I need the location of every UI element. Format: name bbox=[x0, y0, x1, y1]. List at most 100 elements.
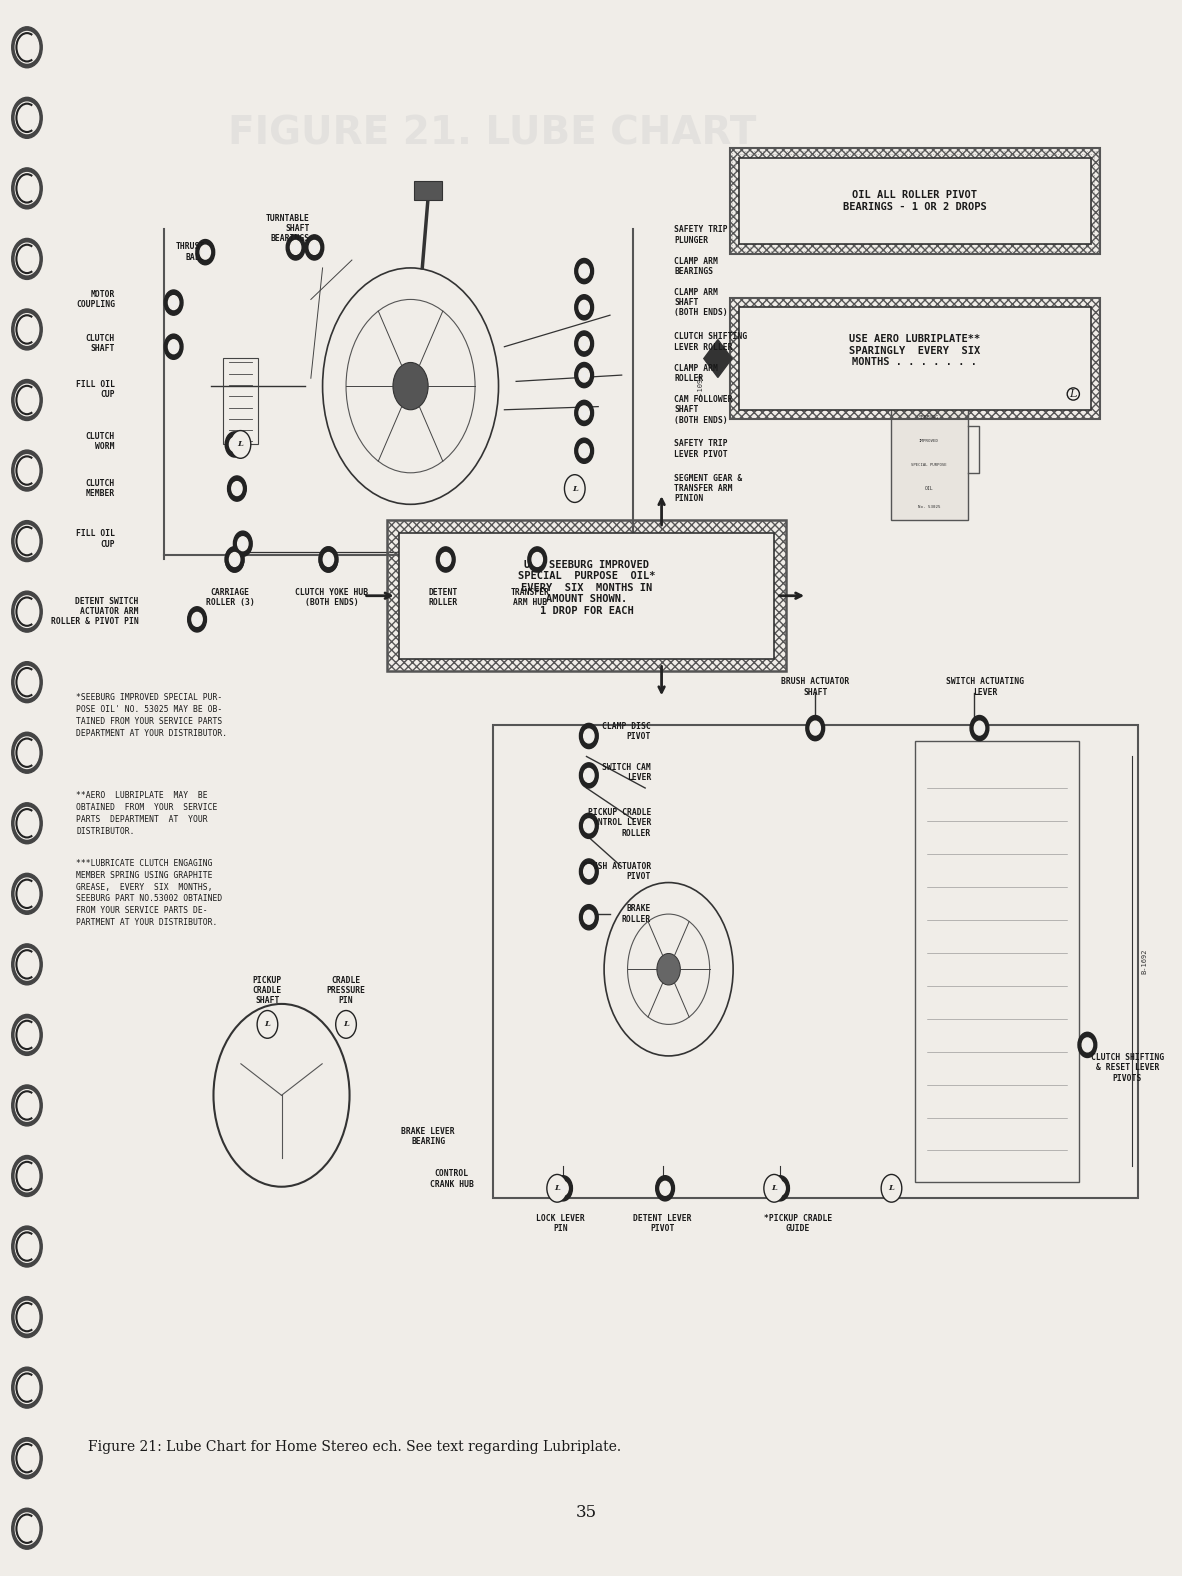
Circle shape bbox=[657, 953, 681, 985]
Text: FILL OIL
CUP: FILL OIL CUP bbox=[76, 530, 115, 548]
Text: USE SEEBURG IMPROVED
SPECIAL  PURPOSE  OIL*
EVERY  SIX  MONTHS IN
AMOUNT SHOWN.
: USE SEEBURG IMPROVED SPECIAL PURPOSE OIL… bbox=[518, 559, 655, 616]
Circle shape bbox=[310, 241, 319, 254]
Text: *SEEBURG IMPROVED SPECIAL PUR-
POSE OIL' NO. 53025 MAY BE OB-
TAINED FROM YOUR S: *SEEBURG IMPROVED SPECIAL PUR- POSE OIL'… bbox=[77, 693, 227, 738]
Text: CLUTCH
SHAFT: CLUTCH SHAFT bbox=[86, 334, 115, 353]
Text: L: L bbox=[771, 1184, 777, 1193]
Circle shape bbox=[15, 949, 39, 980]
Circle shape bbox=[528, 547, 546, 572]
Circle shape bbox=[15, 1020, 39, 1051]
Text: DETENT
ROLLER: DETENT ROLLER bbox=[429, 588, 457, 607]
Circle shape bbox=[579, 265, 590, 277]
Circle shape bbox=[238, 537, 248, 550]
Circle shape bbox=[15, 738, 39, 769]
Circle shape bbox=[12, 520, 43, 561]
Circle shape bbox=[15, 314, 39, 345]
Circle shape bbox=[547, 1174, 567, 1202]
Text: SPECIAL PURPOSE: SPECIAL PURPOSE bbox=[911, 463, 947, 466]
Circle shape bbox=[12, 1437, 43, 1478]
Circle shape bbox=[806, 716, 825, 741]
Text: CLAMP ARM
ROLLER: CLAMP ARM ROLLER bbox=[675, 364, 719, 383]
Circle shape bbox=[15, 102, 39, 134]
Circle shape bbox=[579, 444, 590, 457]
Circle shape bbox=[775, 1182, 785, 1195]
Circle shape bbox=[881, 1174, 902, 1202]
Text: USE AERO LUBRIPLATE**
SPARINGLY  EVERY  SIX
MONTHS . . . . . . .: USE AERO LUBRIPLATE** SPARINGLY EVERY SI… bbox=[850, 334, 981, 367]
Bar bbox=[735, 154, 1095, 247]
Circle shape bbox=[574, 362, 593, 388]
Text: L: L bbox=[889, 1184, 895, 1193]
Bar bbox=[739, 307, 1091, 410]
Circle shape bbox=[12, 1508, 43, 1549]
Circle shape bbox=[574, 438, 593, 463]
Text: TRANSFER
ARM HUB: TRANSFER ARM HUB bbox=[511, 588, 550, 607]
Circle shape bbox=[15, 878, 39, 909]
Text: DETENT SWITCH
ACTUATOR ARM
ROLLER & PIVOT PIN: DETENT SWITCH ACTUATOR ARM ROLLER & PIVO… bbox=[51, 597, 138, 626]
Circle shape bbox=[233, 531, 252, 556]
Text: L: L bbox=[1070, 389, 1077, 399]
Circle shape bbox=[574, 331, 593, 356]
Text: BRAKE
ROLLER: BRAKE ROLLER bbox=[622, 905, 651, 924]
Text: FIGURE 21. LUBE CHART: FIGURE 21. LUBE CHART bbox=[228, 115, 756, 153]
Circle shape bbox=[12, 380, 43, 421]
Bar bbox=[414, 181, 442, 200]
Text: PICKUP CRADLE
CONTROL LEVER
ROLLER: PICKUP CRADLE CONTROL LEVER ROLLER bbox=[587, 808, 651, 837]
Circle shape bbox=[579, 763, 598, 788]
Circle shape bbox=[12, 1015, 43, 1056]
Circle shape bbox=[200, 246, 210, 258]
Circle shape bbox=[226, 432, 243, 457]
Circle shape bbox=[12, 169, 43, 210]
Text: SAFETY TRIP
PLUNGER: SAFETY TRIP PLUNGER bbox=[675, 225, 728, 244]
Circle shape bbox=[164, 290, 183, 315]
Circle shape bbox=[584, 820, 595, 832]
Text: CLUTCH
MEMBER: CLUTCH MEMBER bbox=[86, 479, 115, 498]
Text: L: L bbox=[238, 440, 243, 449]
Circle shape bbox=[15, 173, 39, 205]
Circle shape bbox=[1083, 1039, 1092, 1051]
Text: OIL ALL ROLLER PIVOT
BEARINGS - 1 OR 2 DROPS: OIL ALL ROLLER PIVOT BEARINGS - 1 OR 2 D… bbox=[843, 191, 987, 211]
Circle shape bbox=[305, 235, 324, 260]
Circle shape bbox=[15, 385, 39, 416]
Text: ***LUBRICATE CLUTCH ENGAGING
MEMBER SPRING USING GRAPHITE
GREASE,  EVERY  SIX  M: ***LUBRICATE CLUTCH ENGAGING MEMBER SPRI… bbox=[77, 859, 222, 927]
Bar bbox=[223, 358, 258, 444]
Circle shape bbox=[579, 337, 590, 350]
Text: SWITCH ACTUATING
LEVER: SWITCH ACTUATING LEVER bbox=[947, 678, 1025, 697]
Bar bbox=[398, 533, 774, 659]
Circle shape bbox=[579, 859, 598, 884]
Text: Figure 21: Lube Chart for Home Stereo ech. See text regarding Lubriplate.: Figure 21: Lube Chart for Home Stereo ec… bbox=[87, 1440, 621, 1453]
Circle shape bbox=[441, 553, 450, 566]
Circle shape bbox=[574, 295, 593, 320]
Circle shape bbox=[579, 813, 598, 838]
Circle shape bbox=[229, 553, 240, 566]
Circle shape bbox=[660, 1182, 670, 1195]
Circle shape bbox=[12, 1297, 43, 1338]
Text: CLAMP ARM
SHAFT
(BOTH ENDS): CLAMP ARM SHAFT (BOTH ENDS) bbox=[675, 288, 728, 317]
Text: CAM FOLLOWER
SHAFT
(BOTH ENDS): CAM FOLLOWER SHAFT (BOTH ENDS) bbox=[675, 396, 733, 424]
Text: CLUTCH YOKE HUB
(BOTH ENDS): CLUTCH YOKE HUB (BOTH ENDS) bbox=[296, 588, 369, 607]
Circle shape bbox=[810, 722, 820, 734]
Circle shape bbox=[291, 241, 300, 254]
Bar bbox=[387, 520, 786, 671]
Circle shape bbox=[565, 474, 585, 503]
Circle shape bbox=[12, 98, 43, 139]
Circle shape bbox=[15, 243, 39, 274]
Text: SWITCH CAM
LEVER: SWITCH CAM LEVER bbox=[603, 763, 651, 782]
Text: SAFETY TRIP
LEVER PIVOT: SAFETY TRIP LEVER PIVOT bbox=[675, 440, 728, 459]
Circle shape bbox=[336, 1010, 356, 1039]
Circle shape bbox=[12, 733, 43, 774]
Circle shape bbox=[584, 730, 595, 742]
Text: B-1692: B-1692 bbox=[1142, 949, 1148, 974]
Circle shape bbox=[584, 911, 595, 924]
Text: CARRIAGE
ROLLER (3): CARRIAGE ROLLER (3) bbox=[206, 588, 254, 607]
Circle shape bbox=[15, 596, 39, 627]
Text: SEGMENT GEAR &
TRANSFER ARM
PINION: SEGMENT GEAR & TRANSFER ARM PINION bbox=[675, 474, 742, 503]
Text: L: L bbox=[554, 1184, 560, 1193]
Bar bbox=[732, 151, 1098, 251]
Text: CLUTCH
WORM: CLUTCH WORM bbox=[86, 432, 115, 451]
Circle shape bbox=[15, 1302, 39, 1333]
Circle shape bbox=[15, 1231, 39, 1262]
Circle shape bbox=[15, 525, 39, 556]
Circle shape bbox=[970, 716, 989, 741]
Circle shape bbox=[232, 482, 242, 495]
Circle shape bbox=[226, 547, 243, 572]
Circle shape bbox=[558, 1182, 569, 1195]
